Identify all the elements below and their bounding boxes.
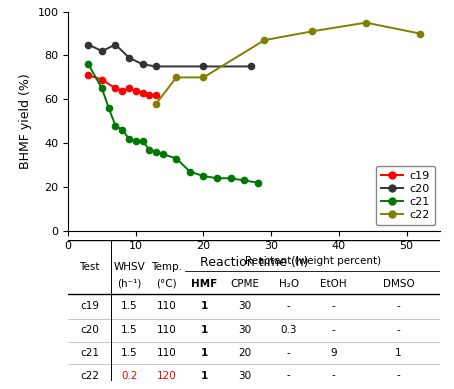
Text: -: - xyxy=(331,371,335,380)
Text: c19: c19 xyxy=(80,301,99,311)
Text: c22: c22 xyxy=(80,371,99,380)
Text: 1.5: 1.5 xyxy=(121,301,138,311)
Text: DMSO: DMSO xyxy=(383,279,415,289)
Text: Reactant (weight percent): Reactant (weight percent) xyxy=(245,256,381,266)
Text: (°C): (°C) xyxy=(157,279,177,289)
Text: -: - xyxy=(287,371,291,380)
Text: -: - xyxy=(397,371,400,380)
X-axis label: Reaction time (h): Reaction time (h) xyxy=(200,256,308,269)
Text: 9: 9 xyxy=(330,348,337,358)
Text: HMF: HMF xyxy=(191,279,217,289)
Text: 0.2: 0.2 xyxy=(121,371,138,380)
Text: EtOH: EtOH xyxy=(320,279,347,289)
Text: -: - xyxy=(331,325,335,335)
Text: Temp.: Temp. xyxy=(151,262,182,272)
Text: 20: 20 xyxy=(238,348,252,358)
Text: 30: 30 xyxy=(238,301,252,311)
Text: 1.5: 1.5 xyxy=(121,325,138,335)
Text: 1: 1 xyxy=(200,301,207,311)
Text: WHSV: WHSV xyxy=(114,262,145,272)
Legend: c19, c20, c21, c22: c19, c20, c21, c22 xyxy=(375,166,435,225)
Text: c20: c20 xyxy=(80,325,99,335)
Y-axis label: BHMF yield (%): BHMF yield (%) xyxy=(19,74,32,169)
Text: 1: 1 xyxy=(200,325,207,335)
Text: 110: 110 xyxy=(157,325,177,335)
Text: 1.5: 1.5 xyxy=(121,348,138,358)
Text: -: - xyxy=(331,301,335,311)
Text: 30: 30 xyxy=(238,371,252,380)
Text: 30: 30 xyxy=(238,325,252,335)
Text: 110: 110 xyxy=(157,348,177,358)
Text: -: - xyxy=(287,301,291,311)
Text: 1: 1 xyxy=(200,371,207,380)
Text: Test: Test xyxy=(79,262,100,272)
Text: (h⁻¹): (h⁻¹) xyxy=(117,279,142,289)
Text: H₂O: H₂O xyxy=(279,279,299,289)
Text: -: - xyxy=(287,348,291,358)
Text: c21: c21 xyxy=(80,348,99,358)
Text: CPME: CPME xyxy=(231,279,259,289)
Text: 0.3: 0.3 xyxy=(281,325,297,335)
Text: 110: 110 xyxy=(157,301,177,311)
Text: 120: 120 xyxy=(157,371,177,380)
Text: 1: 1 xyxy=(395,348,402,358)
Text: -: - xyxy=(397,325,400,335)
Text: 1: 1 xyxy=(200,348,207,358)
Text: -: - xyxy=(397,301,400,311)
